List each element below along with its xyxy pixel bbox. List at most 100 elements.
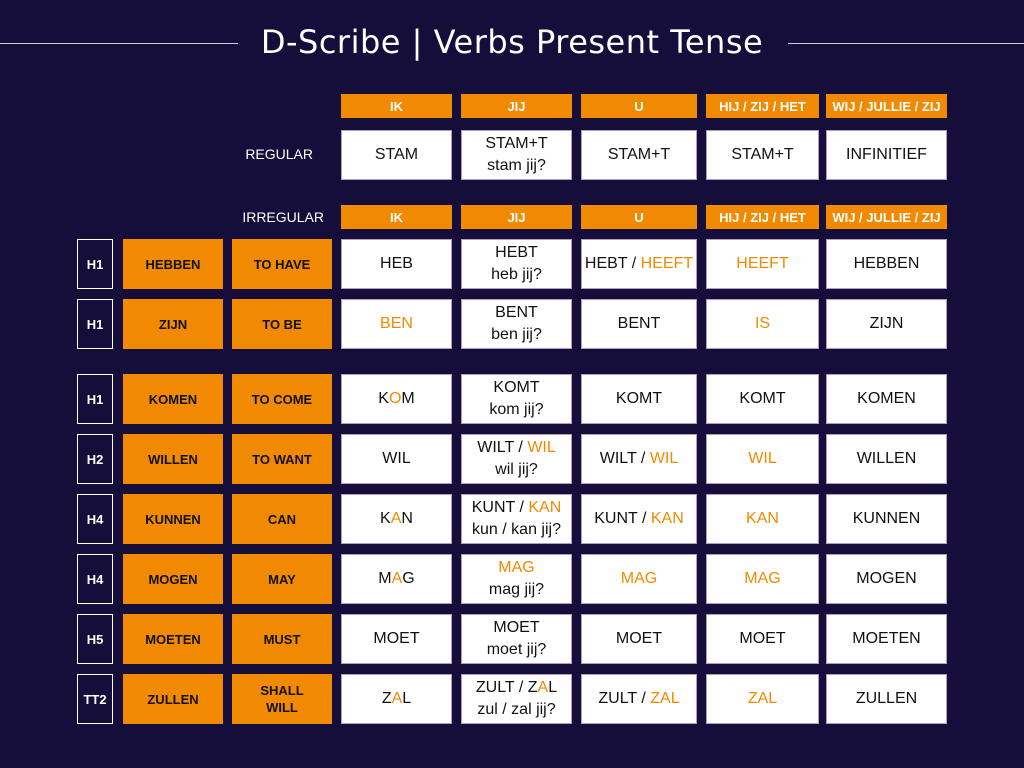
cell-line-1: KOMT bbox=[493, 377, 539, 399]
cell-text: stam jij? bbox=[487, 157, 546, 174]
cell-line-1: ZIJN bbox=[870, 313, 904, 335]
cell-text: M bbox=[401, 390, 415, 407]
regular-cell-4: STAM+T bbox=[706, 130, 819, 180]
highlight-text: O bbox=[388, 390, 402, 407]
conjugation-cell: HEBBEN bbox=[826, 239, 947, 289]
cell-text: L bbox=[548, 679, 558, 696]
verb-code: H1 bbox=[77, 374, 113, 424]
cell-line-1: BEN bbox=[380, 313, 413, 335]
cell-text: G bbox=[402, 570, 415, 587]
verb-translation: TO HAVE bbox=[232, 239, 332, 289]
cell-line-1: STAM+T bbox=[485, 133, 547, 155]
pronoun-header-5: WIJ / JULLIE / ZIJ bbox=[826, 205, 947, 229]
cell-line-1: WILT / WIL bbox=[600, 448, 679, 470]
conjugation-cell: MOET bbox=[341, 614, 452, 664]
conjugation-cell: HEB bbox=[341, 239, 452, 289]
highlight-text: ZAL bbox=[650, 690, 680, 707]
cell-text: STAM+T bbox=[607, 146, 671, 163]
verb-infinitive: KUNNEN bbox=[123, 494, 223, 544]
cell-text: KOMT bbox=[739, 390, 786, 407]
pronoun-header-4: HIJ / ZIJ / HET bbox=[706, 205, 819, 229]
cell-line-1: KUNNEN bbox=[853, 508, 921, 530]
cell-line-1: BENT bbox=[618, 313, 661, 335]
highlight-text: HEEFT bbox=[640, 255, 694, 272]
cell-text: HEBT bbox=[495, 244, 538, 261]
conjugation-cell: HEBT heb jij? bbox=[461, 239, 572, 289]
cell-text: K bbox=[378, 390, 389, 407]
title-line-right bbox=[788, 43, 1024, 44]
cell-line-1: STAM bbox=[375, 144, 418, 166]
highlight-text: KAN bbox=[746, 510, 779, 527]
pronoun-header-5: WIJ / JULLIE / ZIJ bbox=[826, 94, 947, 118]
cell-text: wil jij? bbox=[495, 461, 538, 478]
regular-cell-1: STAM bbox=[341, 130, 452, 180]
cell-text: WILT / bbox=[599, 450, 650, 467]
conjugation-cell: WILLEN bbox=[826, 434, 947, 484]
regular-cell-3: STAM+T bbox=[581, 130, 697, 180]
cell-text: WIL bbox=[382, 450, 411, 467]
conjugation-cell: BEN bbox=[341, 299, 452, 349]
cell-line-1: MOET bbox=[493, 617, 539, 639]
verb-translation: MUST bbox=[232, 614, 332, 664]
translation-line: SHALL bbox=[260, 683, 304, 698]
irregular-label: IRREGULAR bbox=[242, 209, 324, 225]
verb-code: TT2 bbox=[77, 674, 113, 724]
pronoun-header-4: HIJ / ZIJ / HET bbox=[706, 94, 819, 118]
cell-text: MOET bbox=[739, 630, 786, 647]
verb-infinitive: HEBBEN bbox=[123, 239, 223, 289]
verb-code: H5 bbox=[77, 614, 113, 664]
conjugation-cell: ZULLEN bbox=[826, 674, 947, 724]
cell-text: kun / kan jij? bbox=[472, 521, 561, 538]
cell-text: heb jij? bbox=[491, 266, 542, 283]
cell-line-1: STAM+T bbox=[608, 144, 670, 166]
cell-line-1: KUNT / KAN bbox=[472, 497, 562, 519]
conjugation-cell: WILT / WIL bbox=[581, 434, 697, 484]
cell-text: HEBBEN bbox=[853, 255, 920, 272]
cell-line-2: mag jij? bbox=[489, 579, 544, 601]
cell-text: K bbox=[380, 510, 391, 527]
highlight-text: MAG bbox=[498, 559, 535, 576]
cell-text: KUNNEN bbox=[852, 510, 921, 527]
conjugation-cell: MAG bbox=[341, 554, 452, 604]
cell-line-1: ZAL bbox=[382, 688, 411, 710]
cell-line-1: MOET bbox=[739, 628, 785, 650]
cell-text: KOMEN bbox=[857, 390, 916, 407]
verb-infinitive: WILLEN bbox=[123, 434, 223, 484]
cell-line-1: KUNT / KAN bbox=[594, 508, 684, 530]
cell-line-2: ben jij? bbox=[491, 324, 542, 346]
verb-translation: TO WANT bbox=[232, 434, 332, 484]
pronoun-header-2: JIJ bbox=[461, 94, 572, 118]
cell-text: KOMT bbox=[493, 379, 540, 396]
highlight-text: IS bbox=[754, 315, 771, 332]
verb-code: H1 bbox=[77, 239, 113, 289]
verb-code: H4 bbox=[77, 494, 113, 544]
cell-text: MOET bbox=[493, 619, 540, 636]
verb-code: H1 bbox=[77, 299, 113, 349]
cell-text: ZULLEN bbox=[855, 690, 918, 707]
highlight-text: WIL bbox=[649, 450, 679, 467]
cell-line-1: HEBT / HEEFT bbox=[585, 253, 693, 275]
cell-line-2: stam jij? bbox=[487, 155, 546, 177]
translation-line: MUST bbox=[263, 631, 301, 647]
cell-line-2: kom jij? bbox=[489, 399, 543, 421]
cell-line-1: HEBT bbox=[495, 242, 538, 264]
cell-text: ZULT / Z bbox=[475, 679, 538, 696]
conjugation-cell: MAG bbox=[706, 554, 819, 604]
cell-line-2: moet jij? bbox=[487, 639, 547, 661]
cell-line-1: HEEFT bbox=[736, 253, 788, 275]
conjugation-cell: MOGEN bbox=[826, 554, 947, 604]
highlight-text: A bbox=[537, 679, 549, 696]
cell-text: mag jij? bbox=[488, 581, 545, 598]
conjugation-cell: ZAL bbox=[341, 674, 452, 724]
translation-line: CAN bbox=[267, 511, 297, 527]
conjugation-cell: KOM bbox=[341, 374, 452, 424]
translation-line: TO WANT bbox=[252, 451, 312, 467]
conjugation-cell: ZAL bbox=[706, 674, 819, 724]
cell-text: BENT bbox=[495, 304, 538, 321]
highlight-text: WIL bbox=[748, 450, 777, 467]
verb-infinitive: KOMEN bbox=[123, 374, 223, 424]
cell-text: zul / zal jij? bbox=[477, 701, 556, 718]
highlight-text: WIL bbox=[527, 439, 556, 456]
highlight-text: KAN bbox=[528, 499, 562, 516]
cell-line-1: WIL bbox=[382, 448, 410, 470]
